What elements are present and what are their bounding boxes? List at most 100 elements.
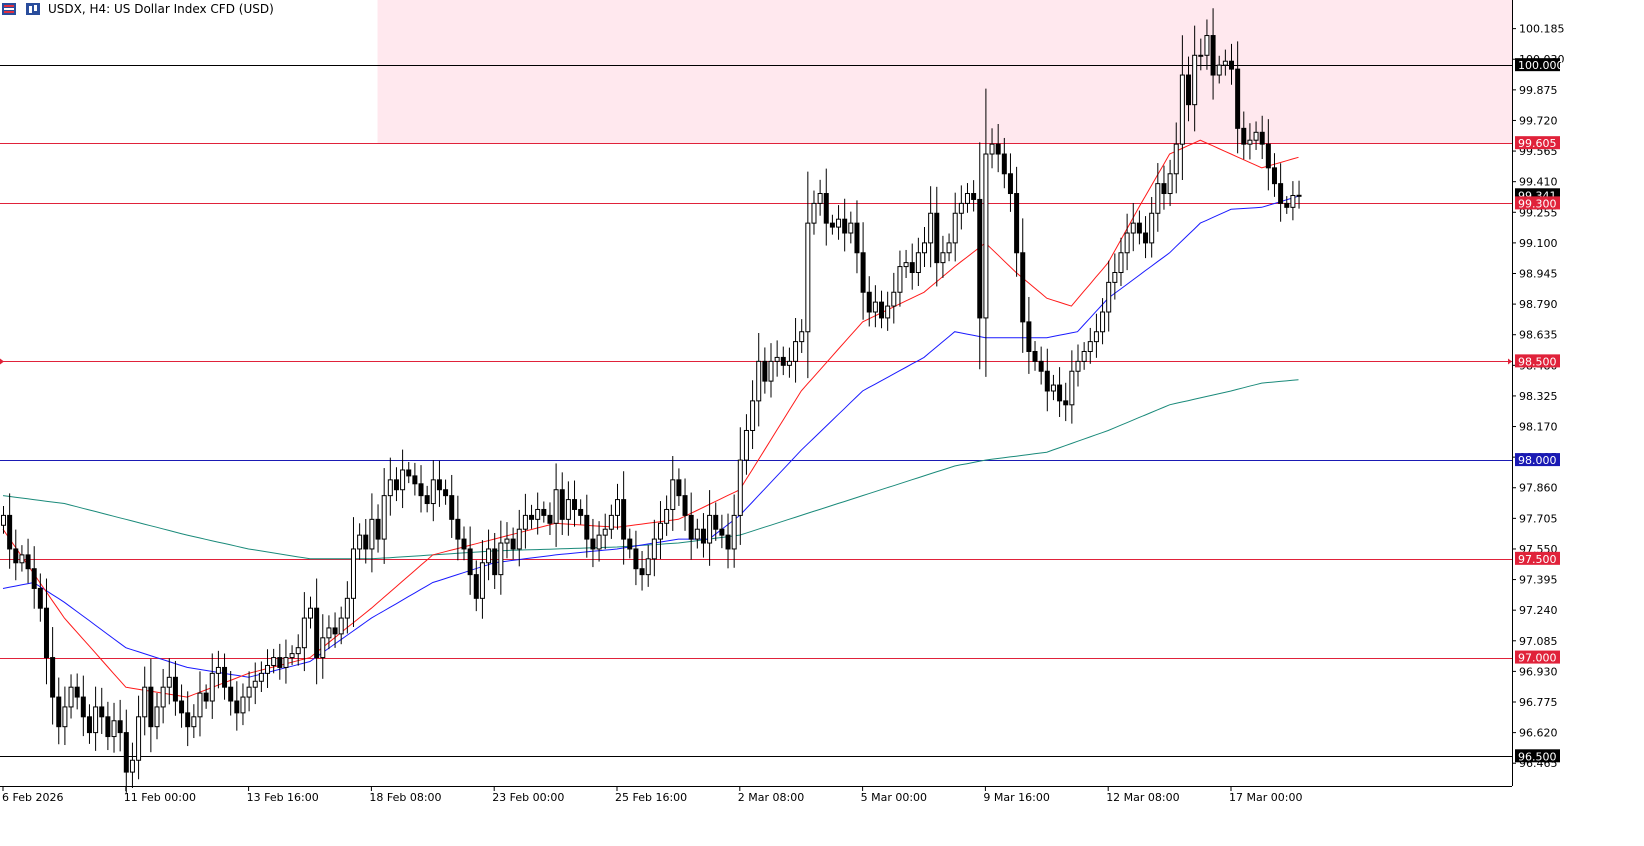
candle-body [117, 720, 123, 734]
candle-118 [725, 513, 731, 569]
candle-body [1247, 139, 1253, 145]
candle-53 [326, 615, 332, 650]
candle-60 [369, 493, 375, 573]
candle-48 [295, 634, 301, 666]
candle-142 [872, 285, 878, 328]
candle-body [93, 706, 99, 734]
candle-148 [909, 243, 915, 290]
candle-10 [62, 686, 68, 746]
chart-title: USDX, H4: US Dollar Index CFD (USD) [48, 2, 274, 16]
candle-body [258, 672, 264, 682]
candle-36 [222, 653, 228, 700]
candle-body [510, 538, 516, 550]
candle-body [326, 627, 332, 639]
candle-body [688, 514, 694, 540]
candle-body [725, 534, 731, 550]
candle-body [1229, 60, 1234, 70]
candle-body [633, 548, 639, 570]
candle-191 [1173, 122, 1179, 194]
candle-188 [1155, 163, 1161, 232]
candle-154 [946, 233, 952, 262]
candle-body [203, 692, 209, 702]
candle-body [1241, 127, 1247, 145]
candle-101 [621, 471, 627, 565]
ma-fast-line [2, 139, 1299, 698]
candle-96 [590, 518, 596, 568]
candle-body [86, 716, 92, 734]
candle-141 [866, 276, 872, 327]
chart-menu-icon[interactable] [2, 3, 16, 15]
candle-body [56, 696, 62, 728]
candle-155 [952, 192, 958, 262]
candle-body [743, 429, 749, 461]
candle-89 [547, 502, 553, 535]
level-tag-2: 99.300 [1518, 197, 1557, 210]
candle-body [1167, 173, 1173, 195]
candle-67 [412, 462, 418, 496]
candle-157 [964, 183, 970, 213]
candle-206 [1265, 119, 1271, 191]
candle-body [707, 514, 713, 544]
candle-body [1001, 153, 1007, 175]
candle-64 [393, 467, 399, 502]
candle-body [332, 627, 338, 635]
candle-139 [854, 200, 860, 274]
candle-205 [1259, 115, 1265, 160]
candle-144 [885, 291, 891, 331]
candle-3 [19, 545, 25, 572]
candle-203 [1247, 123, 1253, 160]
candle-body [308, 607, 313, 619]
candle-body [547, 514, 553, 524]
candle-15 [93, 686, 99, 751]
candle-198 [1216, 55, 1222, 84]
candle-171 [1050, 374, 1056, 401]
candle-body [891, 291, 897, 307]
candle-120 [737, 427, 743, 545]
x-tick-label-9: 12 Mar 08:00 [1106, 791, 1179, 804]
candle-163 [1001, 137, 1007, 189]
candle-body [811, 202, 817, 224]
candle-body [498, 542, 504, 576]
candle-25 [154, 693, 160, 740]
candle-body [885, 305, 891, 319]
candle-body [1192, 54, 1198, 106]
y-tick-label-5: 99.410 [1519, 176, 1558, 189]
candle-body [1278, 183, 1284, 204]
y-tick-label-23: 96.620 [1519, 727, 1558, 740]
candle-199 [1222, 49, 1228, 76]
y-tick-label-8: 98.945 [1519, 267, 1558, 280]
candle-107 [657, 501, 663, 560]
candle-133 [817, 179, 823, 216]
candle-body [836, 218, 842, 228]
candle-156 [958, 185, 964, 230]
candle-body [148, 686, 154, 728]
candle-body [731, 514, 737, 550]
candle-body [492, 548, 498, 576]
candle-33 [203, 684, 209, 709]
y-tick-label-19: 97.240 [1519, 604, 1558, 617]
candle-63 [387, 457, 393, 516]
candle-11 [68, 674, 74, 719]
level-tag-7: 96.500 [1518, 750, 1557, 763]
candle-8 [50, 627, 56, 725]
candle-27 [166, 658, 172, 705]
candle-88 [541, 501, 547, 523]
candle-2 [13, 529, 19, 581]
candle-body [473, 574, 479, 599]
candle-168 [1032, 341, 1038, 371]
candle-body [461, 538, 467, 550]
candle-body [19, 554, 25, 564]
candle-195 [1198, 38, 1204, 71]
candle-176 [1081, 342, 1087, 370]
y-tick-label-9: 98.790 [1519, 298, 1558, 311]
level-tag-1: 99.605 [1518, 137, 1557, 150]
candle-143 [879, 290, 885, 329]
candle-20 [123, 709, 129, 793]
candle-87 [535, 492, 541, 535]
candle-52 [320, 614, 326, 679]
candle-127 [780, 346, 786, 376]
candle-169 [1038, 346, 1044, 385]
candle-body [572, 499, 578, 510]
